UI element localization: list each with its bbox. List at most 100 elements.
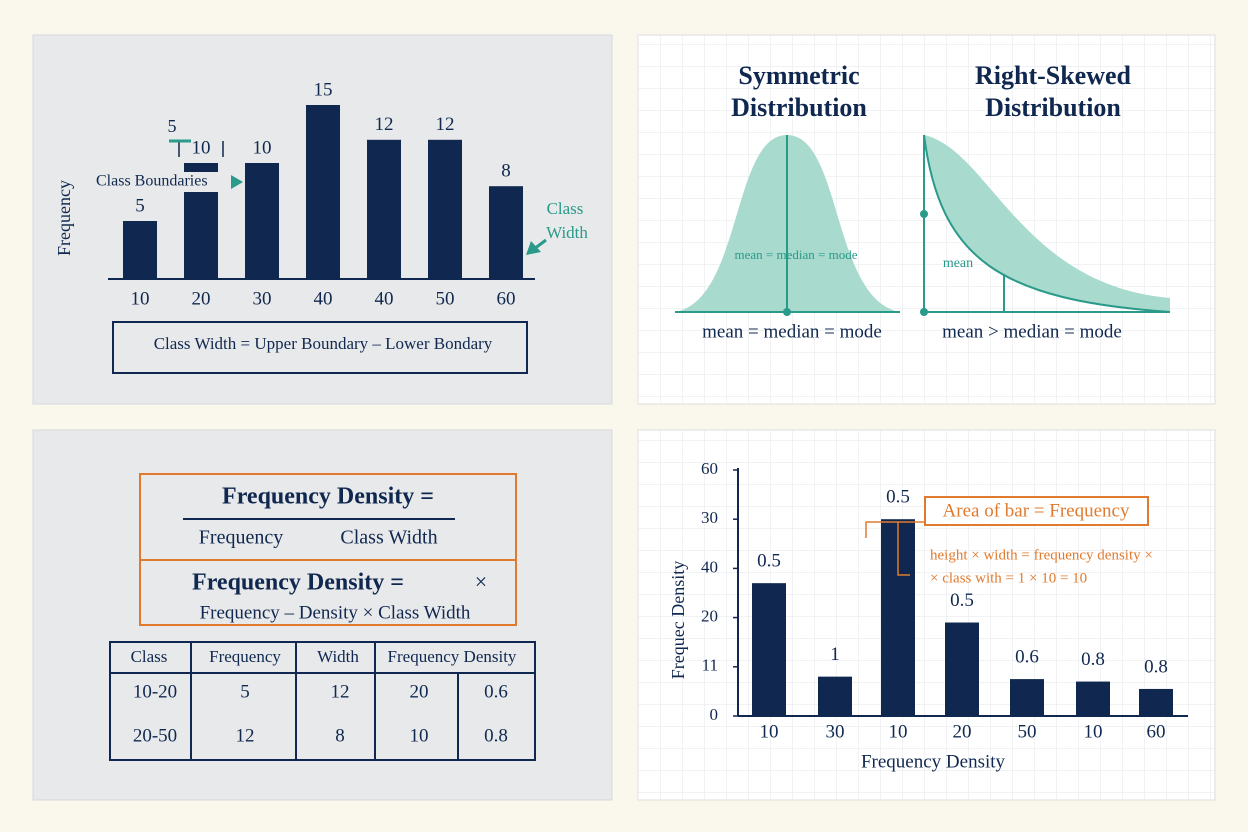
table-header: Class <box>131 647 168 666</box>
annotation: height × width = frequency density × <box>930 547 1153 563</box>
dot <box>920 308 928 316</box>
y-tick-label: 11 <box>702 656 718 675</box>
denominator: Class Width <box>340 527 437 549</box>
inner-label: mean = median = mode <box>735 247 858 262</box>
table-cell: 12 <box>331 681 350 702</box>
y-axis-label: Frequec Density <box>668 561 688 679</box>
value-label: 10 <box>192 137 211 158</box>
dot <box>920 210 928 218</box>
formula-line: Frequency Density = <box>222 484 434 510</box>
bracket <box>865 521 925 576</box>
title: Distribution <box>985 93 1121 122</box>
bar <box>1076 681 1110 716</box>
x-tick-label: 10 <box>760 721 779 742</box>
caption: mean > median = mode <box>942 321 1122 342</box>
table-border <box>109 641 536 761</box>
x-tick-label: 20 <box>192 288 211 309</box>
width-label: Width <box>546 223 588 242</box>
y-tick-label: 40 <box>701 557 718 576</box>
panel-grid <box>638 35 1215 404</box>
value-label: 15 <box>314 79 333 100</box>
bar <box>123 221 157 279</box>
bar <box>306 105 340 279</box>
caption: mean = median = mode <box>702 321 882 342</box>
bar <box>1139 688 1173 716</box>
y-axis-label: Frequency <box>54 180 74 256</box>
x-tick-label: 50 <box>1018 721 1037 742</box>
table-cell: 8 <box>335 725 345 746</box>
skewed-line <box>923 134 1171 313</box>
y-tick-label: 20 <box>701 607 718 626</box>
table-cell: 20 <box>410 681 429 702</box>
bar-note: 0.8 <box>1081 649 1105 670</box>
x-axis-label: Frequency Density <box>861 751 1006 772</box>
annotation: Area of bar = Frequency <box>943 500 1130 521</box>
arrow <box>231 175 243 189</box>
value-label: 5 <box>135 195 145 216</box>
formula-box <box>139 473 517 626</box>
width-label: Class <box>547 199 584 218</box>
x-tick-label: 50 <box>436 288 455 309</box>
x-tick-label: 60 <box>497 288 516 309</box>
formula-line: Frequency Density = <box>192 570 404 596</box>
formula-line: Frequency – Density × Class Width <box>200 602 471 623</box>
x-tick-label: 10 <box>131 288 150 309</box>
bar <box>1010 679 1044 716</box>
formula: Frequency Density = Frequency Class Widt… <box>139 473 517 626</box>
table-cell: 10-20 <box>133 681 177 702</box>
bar-note: 0.6 <box>1015 646 1039 667</box>
table-cell: 12 <box>236 725 255 746</box>
annotation-box <box>924 496 1149 526</box>
table-header: Frequency <box>209 647 281 666</box>
formula-box <box>112 321 528 374</box>
arrow <box>526 241 541 255</box>
x-tick-label: 10 <box>889 721 908 742</box>
skewed-curve <box>924 135 1170 312</box>
bar <box>752 583 786 716</box>
table-cell: 10 <box>410 725 429 746</box>
table-cell: 5 <box>240 681 250 702</box>
title: Right-Skewed <box>975 61 1132 90</box>
x-tick-label: 40 <box>314 288 333 309</box>
bar-note: 1 <box>830 644 840 665</box>
table-cell: 0.8 <box>484 725 508 746</box>
bar <box>428 139 462 279</box>
table-header: Frequency Density <box>388 647 517 666</box>
x-tick-label: 10 <box>1084 721 1103 742</box>
x-tick-label: 30 <box>826 721 845 742</box>
value-label: 12 <box>375 114 394 135</box>
table-header: Width <box>317 647 359 666</box>
title: Distribution <box>731 93 867 122</box>
value-label: 8 <box>501 161 511 182</box>
x-tick-label: 20 <box>953 721 972 742</box>
panel-grid <box>638 430 1215 800</box>
inner-label: mean <box>943 256 973 271</box>
value-label: 12 <box>436 114 455 135</box>
x-tick-label: 60 <box>1147 721 1166 742</box>
annotation: × class with = 1 × 10 = 10 <box>930 570 1087 586</box>
distributions: Symmetric Distribution mean = median = m… <box>675 61 1171 342</box>
label-backing <box>94 172 230 192</box>
dot <box>783 308 791 316</box>
bar <box>245 163 279 279</box>
times: × <box>475 569 487 594</box>
numerator: Frequency <box>199 527 283 549</box>
bar-note: 0.5 <box>950 590 974 611</box>
bar <box>367 139 401 279</box>
bar <box>489 186 523 279</box>
bar <box>818 676 852 716</box>
y-tick-label: 60 <box>701 459 718 478</box>
boundary-label: Class Boundaries <box>96 173 208 190</box>
bar-note: 0.5 <box>757 551 781 572</box>
value-label: 10 <box>253 137 272 158</box>
table-cell: 20-50 <box>133 725 177 746</box>
boundary-value: 5 <box>168 116 177 136</box>
table-cell: 0.6 <box>484 681 508 702</box>
y-tick-label: 30 <box>701 508 718 527</box>
x-tick-label: 40 <box>375 288 394 309</box>
formula-text: Class Width = Upper Boundary – Lower Bon… <box>154 334 493 353</box>
table: Class Frequency Width Frequency Density … <box>109 641 536 761</box>
title: Symmetric <box>738 61 859 90</box>
